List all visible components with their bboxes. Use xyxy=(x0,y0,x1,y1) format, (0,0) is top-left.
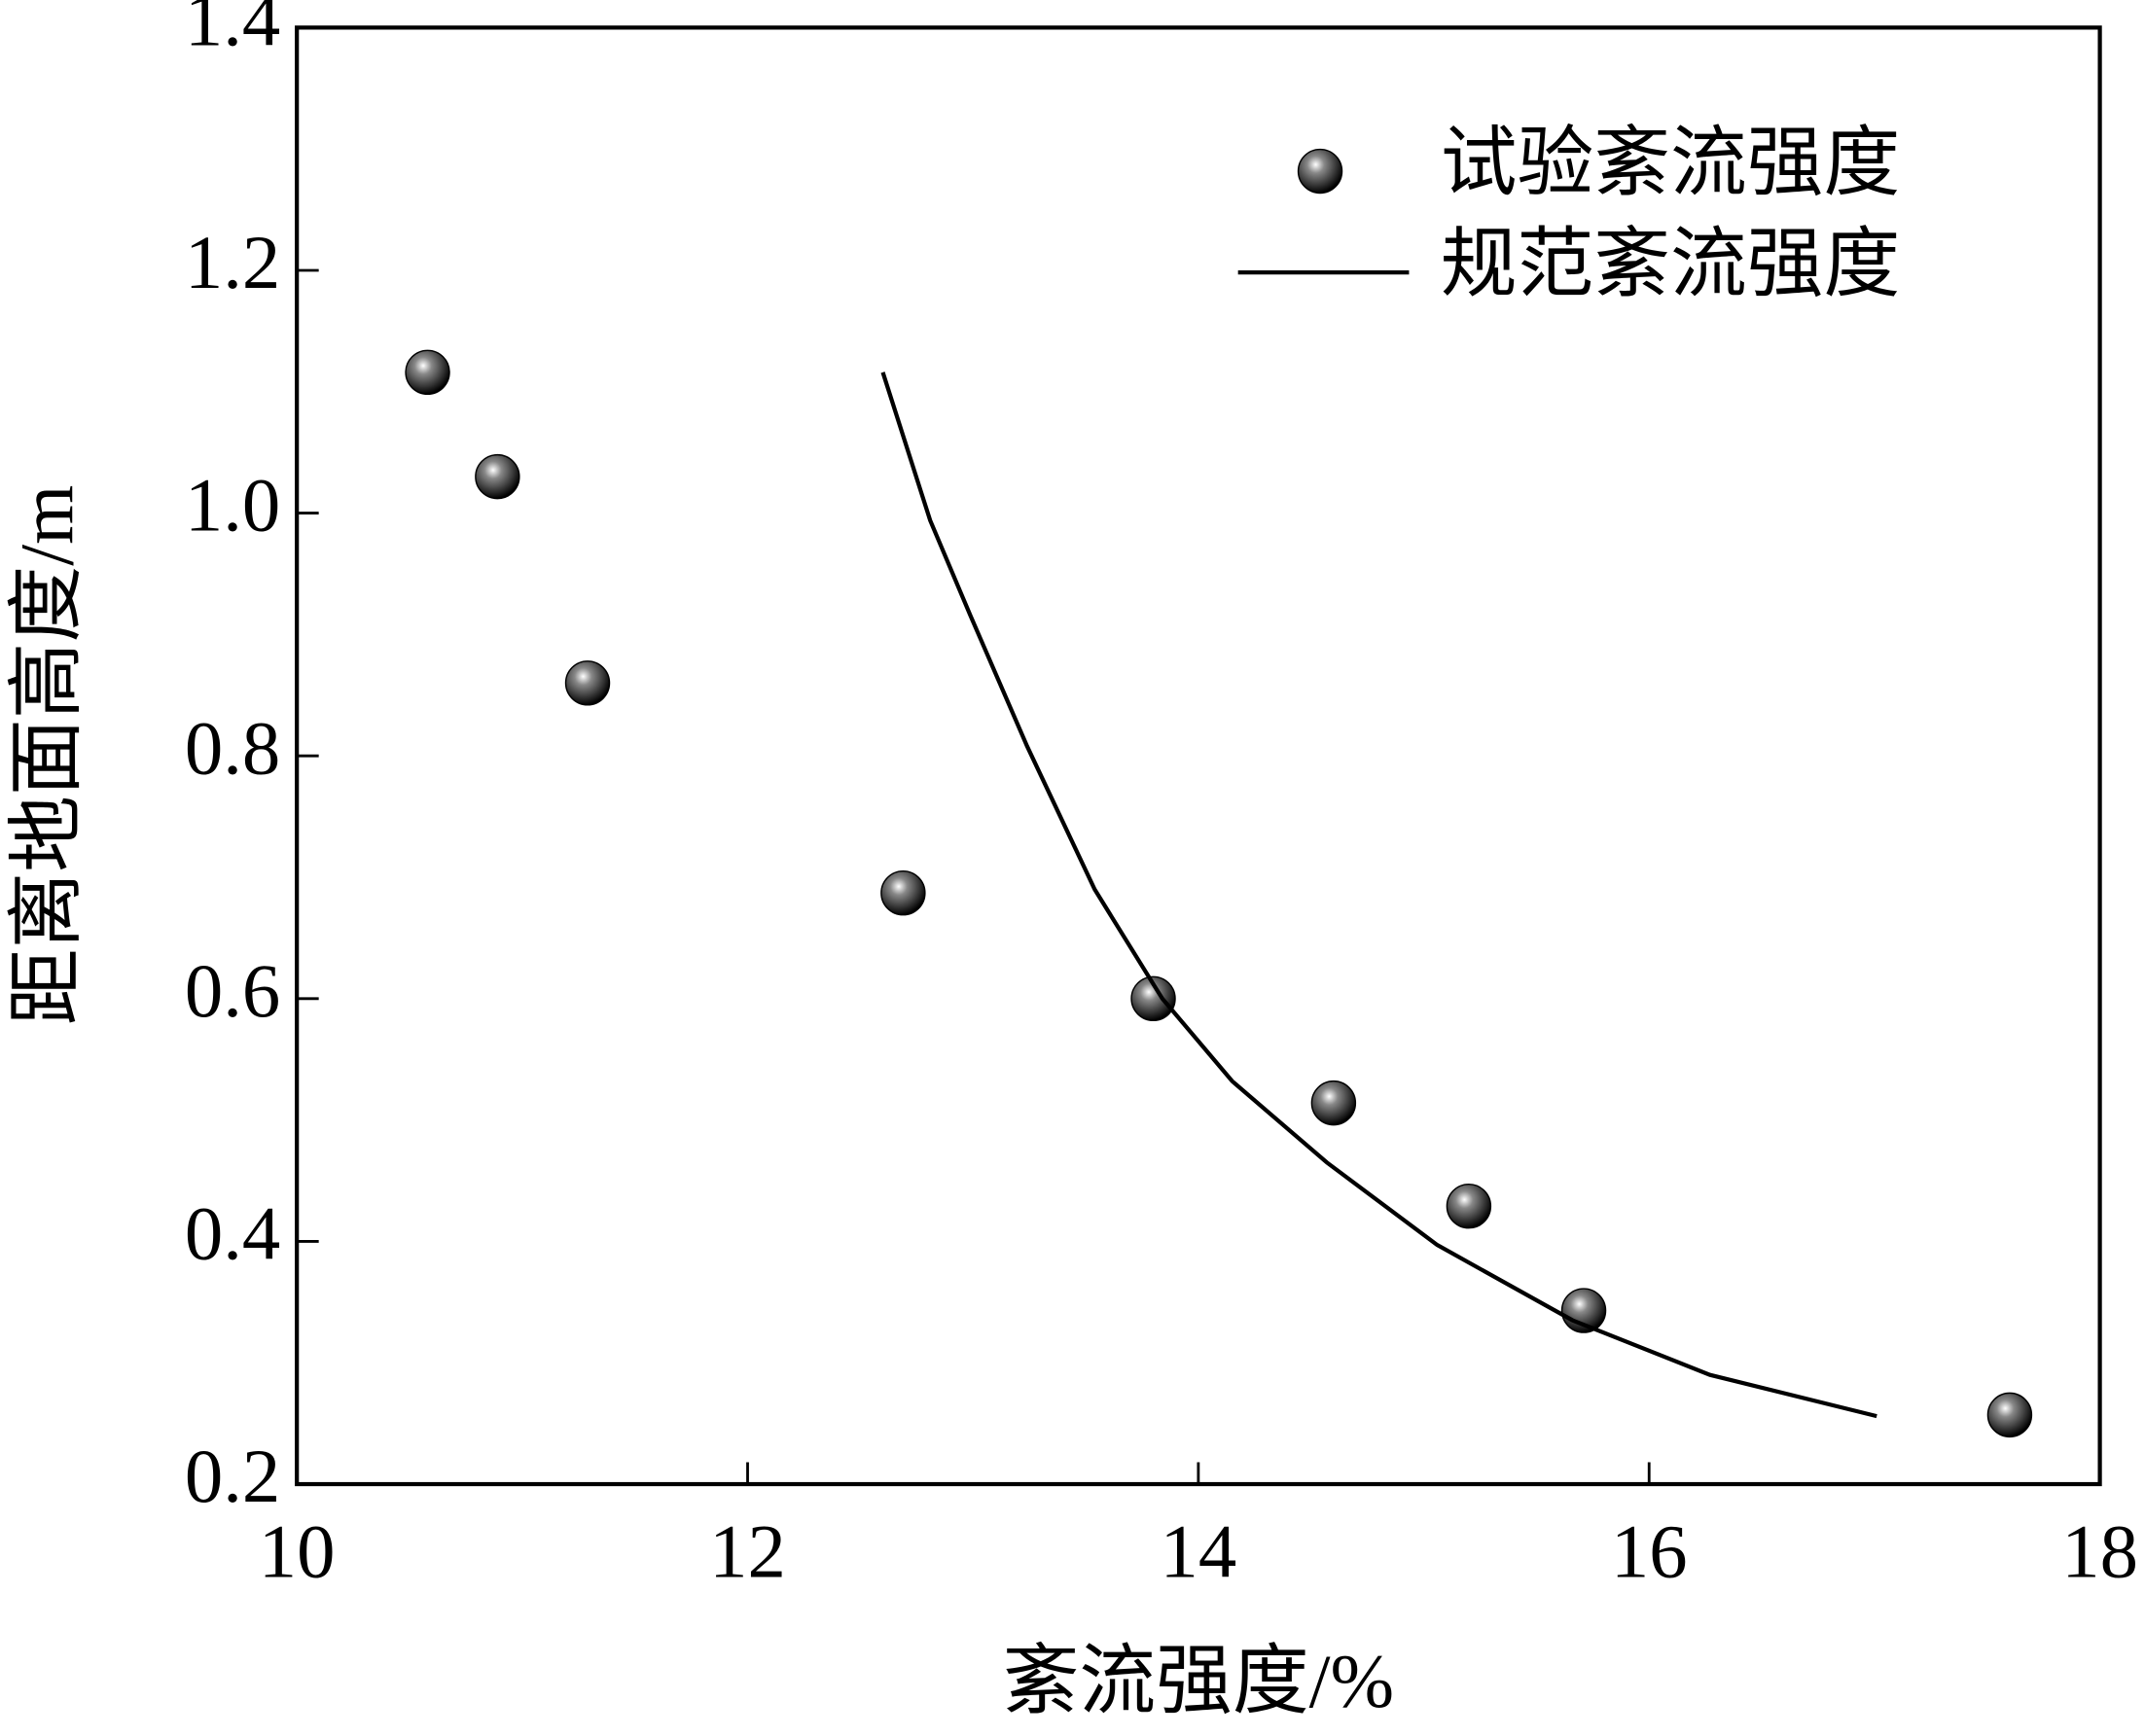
data-point xyxy=(1986,1392,2033,1438)
x-tick-label: 10 xyxy=(259,1509,336,1594)
y-tick-label: 0.2 xyxy=(185,1435,280,1519)
y-tick-label: 0.6 xyxy=(185,949,280,1034)
x-tick-label: 14 xyxy=(1161,1509,1237,1594)
legend-label: 试验紊流强度 xyxy=(1441,122,1901,206)
x-axis-label: 紊流强度/% xyxy=(1003,1640,1394,1724)
y-tick-label: 1.2 xyxy=(185,221,280,305)
x-tick-label: 18 xyxy=(2061,1509,2138,1594)
x-tick-label: 16 xyxy=(1611,1509,1688,1594)
y-tick-label: 0.4 xyxy=(185,1191,280,1276)
legend-label: 规范紊流强度 xyxy=(1441,223,1901,307)
y-axis-label: 距离地面高度/m xyxy=(5,485,89,1026)
data-point xyxy=(564,660,611,706)
y-tick-label: 1.4 xyxy=(185,0,280,62)
data-point xyxy=(1130,975,1176,1021)
data-point xyxy=(1310,1080,1357,1126)
x-tick-label: 12 xyxy=(709,1509,786,1594)
y-tick-label: 1.0 xyxy=(185,464,280,549)
data-point xyxy=(475,453,520,500)
legend-marker xyxy=(1297,148,1343,195)
data-line xyxy=(880,372,1877,1419)
data-point xyxy=(1446,1184,1492,1229)
y-tick-label: 0.8 xyxy=(185,706,280,791)
data-point xyxy=(880,870,926,916)
data-point xyxy=(405,349,450,396)
